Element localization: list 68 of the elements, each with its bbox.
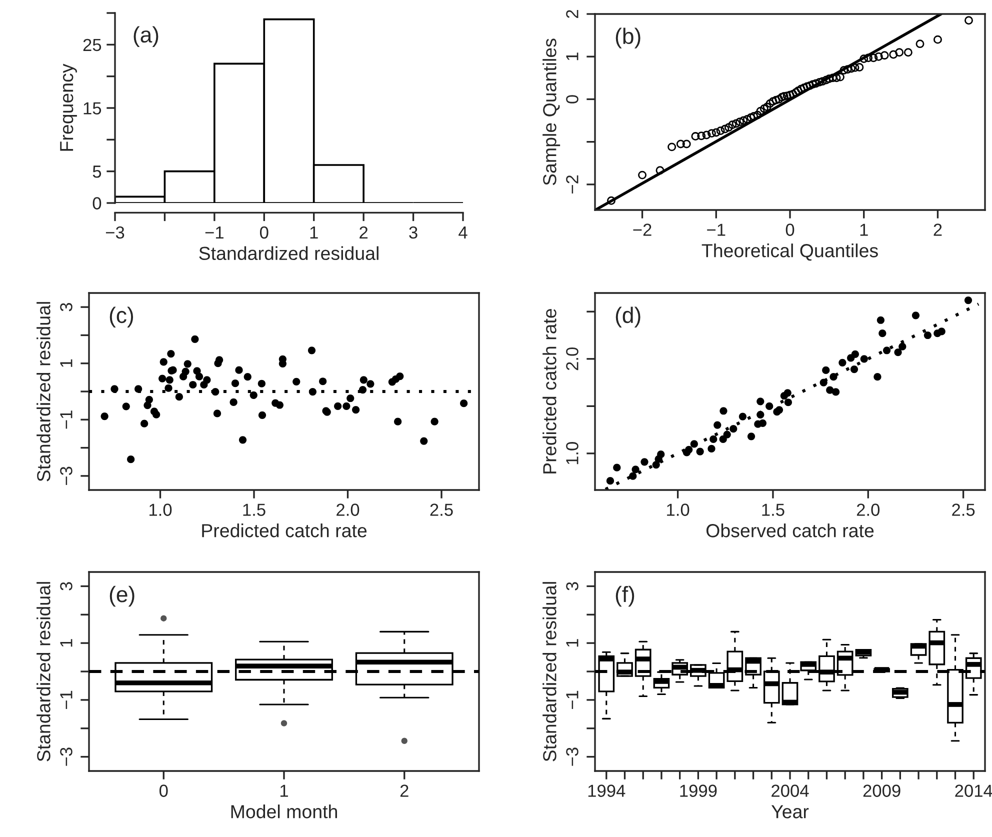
y-tick-label: 2 [566, 10, 578, 18]
x-tick-label: 2.0 [336, 504, 360, 516]
y-axis-title: Standardized residual [542, 582, 556, 762]
y-tick-label: 1 [60, 639, 72, 647]
x-tick-label: 4 [458, 226, 468, 238]
x-tick-label: 1.0 [667, 504, 690, 516]
x-tick-label: −3 [106, 226, 124, 239]
x-tick-label: 0 [159, 784, 168, 797]
y-axis-title: Sample Quantiles [542, 38, 560, 186]
x-tick-label: 1994 [588, 784, 626, 797]
y-tick-label: 0 [566, 95, 578, 104]
x-tick-label: 1 [280, 784, 288, 797]
annotation: (d) [616, 306, 640, 328]
x-tick-label: 0 [786, 224, 794, 236]
x-tick-label: 1 [310, 226, 318, 238]
x-tick-label: 2014 [955, 784, 992, 797]
y-axis-title: Standardized residual [36, 582, 50, 762]
y-tick-label: 2.0 [566, 348, 578, 370]
annotation: (b) [616, 28, 640, 48]
y-axis-title: Frequency [60, 64, 77, 151]
x-axis-title: Model month [231, 804, 337, 818]
x-tick-label: 2004 [772, 784, 809, 797]
y-tick-label: 3 [566, 582, 578, 590]
x-tick-label: 2 [400, 784, 408, 797]
annotation: (a) [134, 26, 158, 48]
y-tick-label: −1 [60, 690, 72, 709]
x-tick-label: 2.5 [952, 504, 975, 516]
x-tick-label: −1 [205, 226, 224, 238]
annotation: (e) [110, 586, 134, 607]
y-tick-label: 0 [92, 197, 102, 210]
x-tick-label: 2.0 [856, 504, 880, 516]
x-axis-title: Standardized residual [199, 246, 378, 260]
x-tick-label: 0 [260, 226, 268, 239]
x-tick-label: −1 [707, 224, 726, 236]
x-tick-label: 3 [409, 226, 418, 239]
x-tick-label: 2009 [863, 784, 900, 797]
x-axis-title: Theoretical Quantiles [702, 244, 878, 261]
annotation: (c) [110, 306, 134, 328]
x-tick-label: 1.5 [243, 504, 266, 516]
y-tick-label: −2 [566, 175, 578, 194]
x-tick-label: 1.5 [762, 504, 784, 516]
y-tick-label: 3 [60, 303, 72, 312]
annotation: (f) [616, 586, 634, 607]
y-tick-label: −3 [60, 466, 72, 485]
y-tick-label: −3 [60, 748, 72, 766]
y-tick-label: 1 [566, 639, 578, 647]
x-tick-label: −2 [633, 224, 652, 236]
y-tick-label: 1 [566, 52, 578, 60]
y-tick-label: 25 [83, 38, 102, 52]
x-tick-label: 2 [360, 226, 368, 238]
y-axis-title: Standardized residual [36, 302, 50, 482]
y-tick-label: 5 [92, 166, 102, 178]
y-tick-label: 1.0 [566, 442, 578, 464]
x-tick-label: 1999 [680, 784, 717, 797]
y-tick-label: 3 [60, 582, 72, 590]
y-tick-label: −3 [566, 748, 578, 766]
x-axis-title: Predicted catch rate [202, 524, 367, 538]
x-tick-label: 2.5 [430, 504, 453, 516]
x-tick-label: 2 [934, 224, 942, 236]
x-tick-label: 1 [860, 224, 868, 236]
y-axis-title: Predicted catch rate [542, 308, 556, 474]
y-tick-label: 15 [84, 102, 102, 114]
y-tick-label: −1 [60, 410, 72, 429]
x-tick-label: 1.0 [150, 504, 172, 516]
x-axis-title: Observed catch rate [706, 524, 874, 538]
y-tick-label: −1 [566, 690, 578, 709]
x-axis-title: Year [771, 805, 809, 818]
y-tick-label: 1 [60, 359, 72, 367]
